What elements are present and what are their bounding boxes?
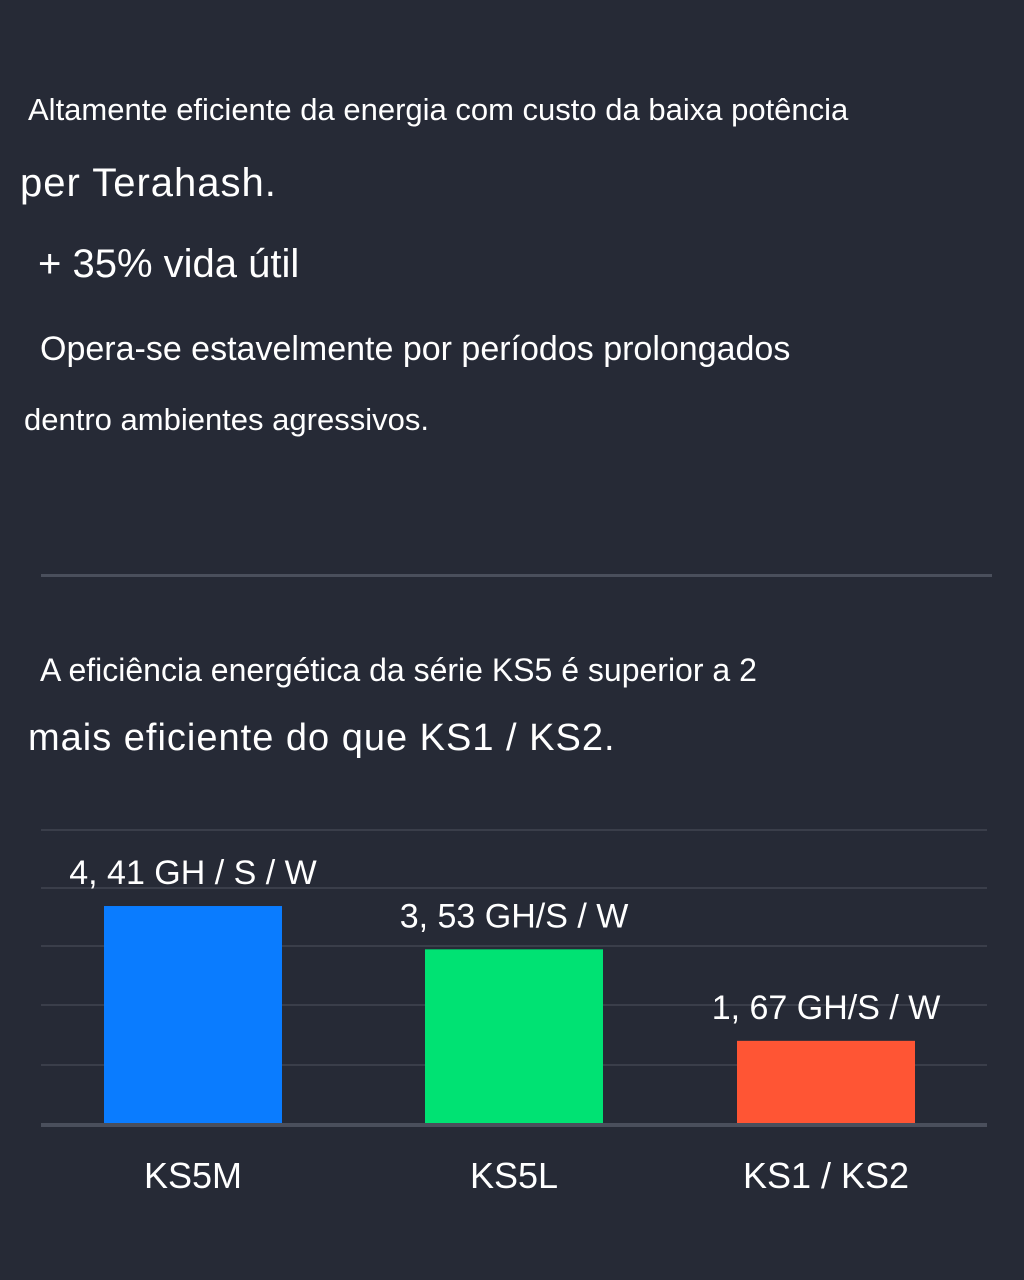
category-label-2: KS1 / KS2 xyxy=(743,1155,909,1196)
intro-line-2: per Terahash. xyxy=(20,161,277,205)
intro-line-4: dentro ambientes agressivos. xyxy=(24,402,429,437)
efficiency-line-2: mais eficiente do que KS1 / KS2. xyxy=(28,717,616,759)
category-label-0: KS5M xyxy=(144,1155,242,1196)
efficiency-bar-chart: 4, 41 GH / S / W KS5M 3, 53 GH/S / W KS5L 1,… xyxy=(41,829,987,1196)
bar-0 xyxy=(104,906,282,1123)
intro-line-1: Altamente eficiente da energia com custo… xyxy=(28,92,849,127)
bar-1 xyxy=(425,949,603,1123)
bar-value-label-0: 4, 41 GH / S / W xyxy=(69,854,317,892)
bar-value-label-2: 1, 67 GH/S / W xyxy=(712,989,941,1027)
section-divider xyxy=(41,574,992,577)
efficiency-line-1: A eficiência energética da série KS5 é s… xyxy=(40,652,757,688)
bar-2 xyxy=(737,1040,915,1123)
intro-line-3: Opera-se estavelmente por períodos prolo… xyxy=(40,330,791,368)
bar-value-label-1: 3, 53 GH/S / W xyxy=(400,897,629,935)
lifespan-heading: + 35% vida útil xyxy=(38,242,300,286)
chart-labels: 4, 41 GH / S / W KS5M 3, 53 GH/S / W KS5L 1,… xyxy=(69,854,940,1196)
chart-bars xyxy=(104,906,915,1123)
category-label-1: KS5L xyxy=(470,1155,558,1196)
